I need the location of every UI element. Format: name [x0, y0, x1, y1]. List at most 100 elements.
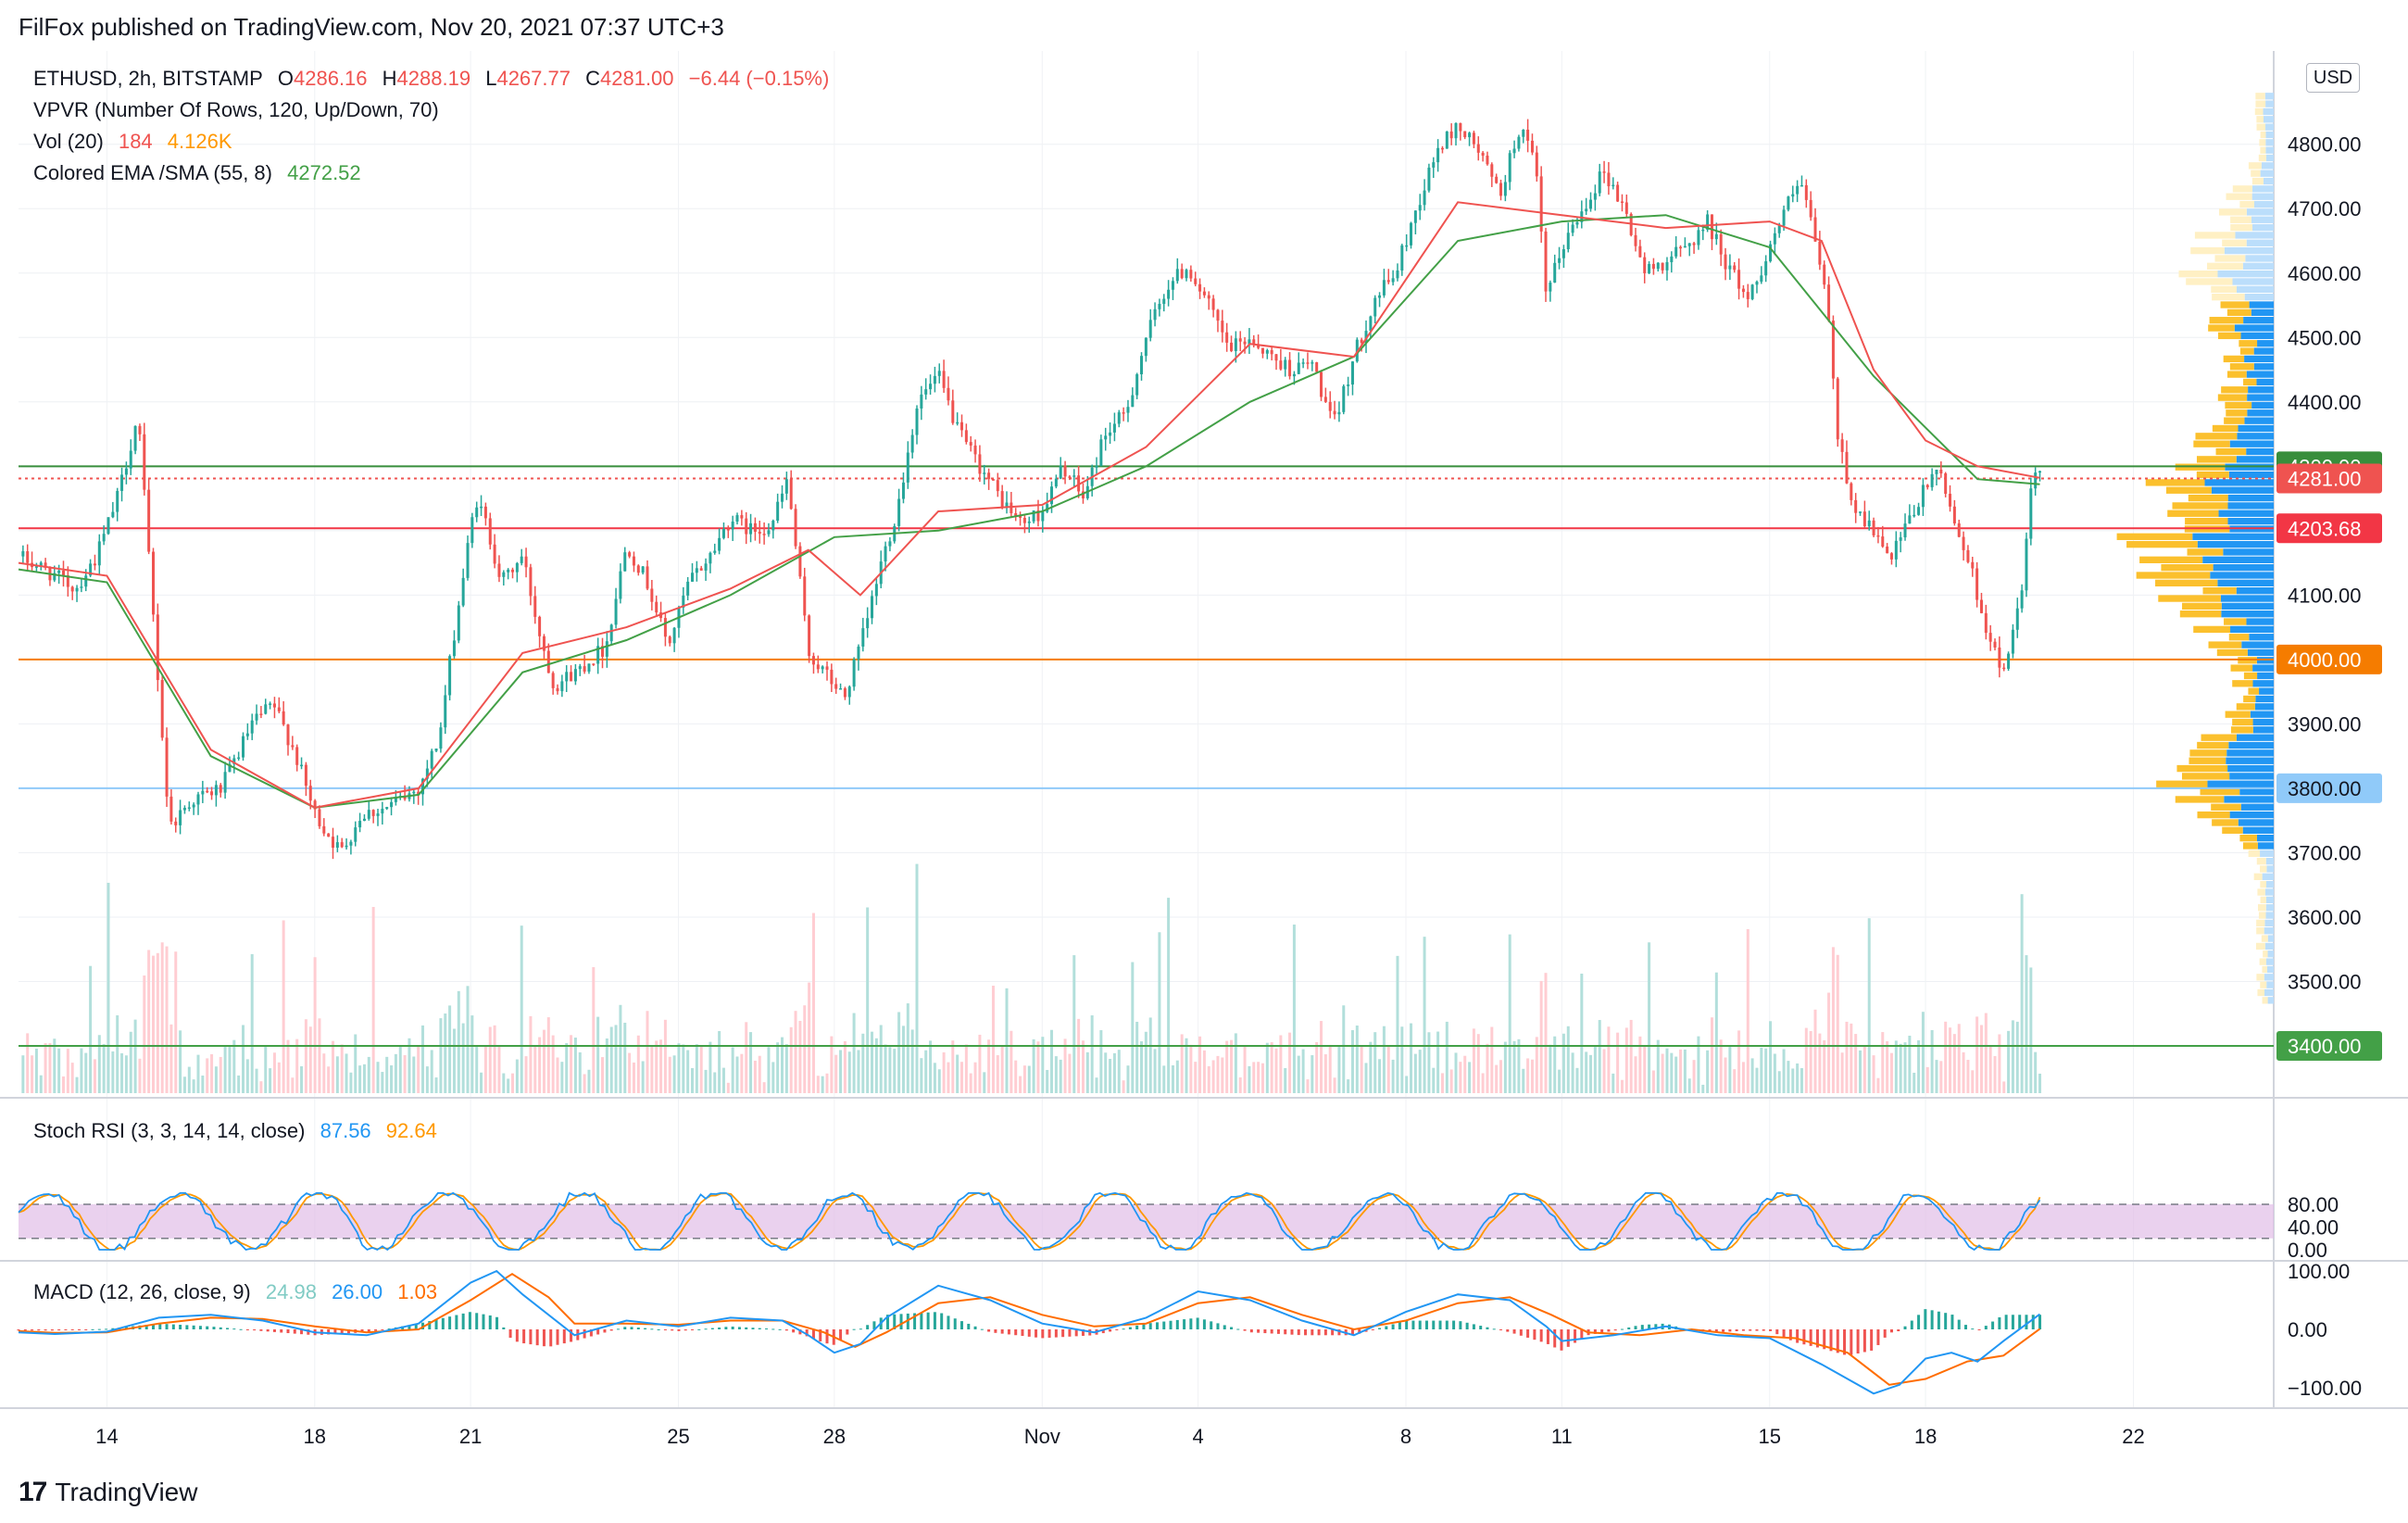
- y-tick-label: 4100.00: [2288, 584, 2362, 607]
- vp-up-bar: [2240, 332, 2274, 340]
- volume-bar: [1243, 1046, 1247, 1093]
- volume-bar: [1535, 1037, 1538, 1093]
- vp-down-bar: [2225, 711, 2251, 718]
- vp-down-bar: [2243, 695, 2256, 703]
- macd-histogram-bar: [1378, 1328, 1382, 1329]
- vp-up-bar: [2265, 123, 2274, 131]
- vp-down-bar: [2257, 904, 2266, 912]
- macd-histogram-bar: [940, 1313, 944, 1329]
- macd-histogram-bar: [859, 1328, 862, 1330]
- vp-down-bar: [2260, 981, 2267, 988]
- vp-up-bar: [2261, 162, 2274, 170]
- candle-body: [1360, 339, 1363, 344]
- candle-body: [794, 509, 797, 547]
- vp-up-bar: [2249, 301, 2274, 308]
- candle-body: [152, 551, 156, 615]
- volume-bar: [682, 1044, 685, 1093]
- macd-histogram-bar: [1398, 1322, 1401, 1329]
- macd-histogram-bar: [1600, 1329, 1604, 1333]
- candle-body: [1019, 515, 1022, 518]
- volume-bar: [983, 1072, 986, 1093]
- candle-body: [174, 821, 178, 825]
- macd-histogram-bar: [885, 1315, 889, 1329]
- vp-up-bar: [2252, 664, 2274, 672]
- candle-body: [866, 618, 870, 629]
- candle-body: [1549, 283, 1552, 292]
- macd-histogram-bar: [691, 1329, 695, 1330]
- volume-bar: [1490, 1026, 1494, 1093]
- macd-histogram-bar: [973, 1326, 977, 1329]
- volume-bar: [1175, 1060, 1179, 1093]
- macd-histogram-bar: [603, 1329, 607, 1333]
- y-tick-label: 4700.00: [2288, 197, 2362, 220]
- macd-histogram-bar: [1823, 1329, 1826, 1350]
- macd-histogram-bar: [623, 1327, 627, 1329]
- vp-up-bar: [2264, 988, 2274, 997]
- vp-up-bar: [2204, 479, 2274, 486]
- candle-body: [646, 566, 649, 589]
- volume-bar: [201, 1076, 205, 1093]
- volume-bar: [1571, 1052, 1574, 1093]
- candle-body: [1876, 535, 1880, 537]
- macd-histogram-bar: [1836, 1329, 1839, 1353]
- volume-bar: [1211, 1060, 1215, 1093]
- candle-body: [269, 703, 272, 705]
- candle-body: [129, 450, 132, 469]
- candle-body: [259, 713, 263, 715]
- vp-up-bar: [2263, 116, 2274, 123]
- candle-body: [192, 804, 195, 808]
- macd-histogram-bar: [31, 1329, 34, 1331]
- volume-bar: [327, 1066, 331, 1093]
- macd-histogram-bar: [1924, 1309, 1927, 1329]
- candle-body: [354, 827, 357, 842]
- candle-body: [439, 727, 443, 749]
- volume-bar: [1746, 928, 1750, 1093]
- candle-body: [691, 573, 695, 582]
- vp-up-bar: [2213, 563, 2274, 572]
- macd-histogram-bar: [245, 1329, 249, 1330]
- candle-body: [44, 562, 47, 568]
- macd-histogram-bar: [1876, 1329, 1880, 1345]
- candle-body: [1962, 536, 1965, 550]
- volume-bar: [1607, 1026, 1611, 1093]
- currency-selector[interactable]: USD: [2306, 63, 2360, 93]
- candle-body: [1301, 362, 1305, 364]
- macd-histogram-bar: [636, 1328, 640, 1329]
- volume-bar: [1670, 1052, 1674, 1093]
- vp-up-bar: [2226, 749, 2274, 757]
- volume-bar: [1575, 1067, 1579, 1093]
- vp-down-bar: [2242, 842, 2258, 850]
- volume-bar: [520, 925, 523, 1093]
- vp-up-bar: [2228, 471, 2274, 479]
- candle-body: [520, 556, 523, 563]
- volume-bar: [1881, 1032, 1885, 1093]
- volume-bar: [1391, 1059, 1395, 1093]
- candle-body: [1095, 465, 1098, 468]
- volume-bar: [1777, 1071, 1781, 1093]
- candle-body: [672, 627, 676, 644]
- candle-body: [313, 800, 317, 810]
- candle-body: [749, 522, 753, 535]
- volume-bar: [1405, 1076, 1409, 1093]
- macd-histogram-bar: [899, 1314, 903, 1329]
- volume-bar: [1957, 1024, 1961, 1093]
- volume-bar: [277, 1062, 281, 1093]
- macd-histogram-bar: [1169, 1320, 1173, 1329]
- candle-body: [75, 587, 79, 592]
- candle-body: [210, 791, 214, 796]
- volume-bar: [412, 1056, 416, 1093]
- volume-bar: [538, 1037, 542, 1093]
- macd-histogram-bar: [1135, 1325, 1139, 1329]
- candle-body: [857, 646, 860, 660]
- candle-body: [1719, 233, 1723, 255]
- candle-body: [1796, 185, 1800, 195]
- macd-histogram-bar: [1189, 1318, 1193, 1329]
- tradingview-mark-icon: 17: [19, 1477, 47, 1507]
- macd-histogram-bar: [1917, 1315, 1921, 1329]
- candle-body: [1648, 263, 1651, 273]
- volume-bar: [89, 965, 93, 1093]
- volume-bar: [75, 1076, 79, 1093]
- axes: 3400.00 3500.00 3600.00 3700.00 3800.00 3900.…: [95, 133, 2362, 1448]
- vp-down-bar: [2207, 262, 2243, 270]
